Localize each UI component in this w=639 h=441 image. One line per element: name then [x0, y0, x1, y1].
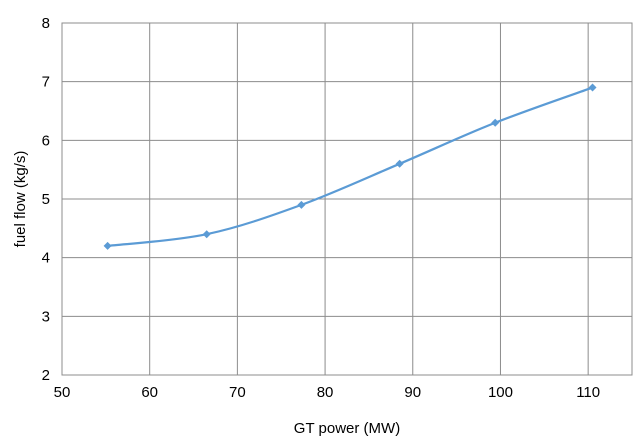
x-axis-title: GT power (MW)	[294, 420, 400, 437]
x-tick-label: 90	[404, 384, 421, 401]
y-tick-label: 5	[42, 191, 50, 208]
x-tick-label: 70	[229, 384, 246, 401]
x-tick-label: 80	[317, 384, 334, 401]
data-point	[297, 200, 306, 209]
data-point	[103, 241, 112, 250]
series	[103, 83, 597, 250]
y-tick-label: 4	[42, 250, 50, 267]
y-tick-label: 2	[42, 367, 50, 384]
x-tick-label: 100	[488, 384, 513, 401]
series-line	[107, 86, 593, 248]
grid	[61, 22, 632, 376]
y-tick-label: 6	[42, 132, 50, 149]
data-point	[588, 83, 597, 92]
y-tick-label: 8	[42, 15, 50, 32]
y-tick-label: 3	[42, 308, 50, 325]
x-tick-label: 110	[576, 384, 600, 401]
data-point	[395, 159, 404, 168]
tick-labels: 50 60 70 80 90 100 110 2 3 4 5 6 7 8	[42, 15, 600, 401]
y-axis-title: fuel flow (kg/s)	[12, 151, 29, 248]
x-tick-label: 60	[141, 384, 158, 401]
data-point	[491, 118, 500, 127]
data-point	[202, 230, 211, 239]
x-tick-label: 50	[54, 384, 71, 401]
plot-area	[61, 22, 633, 376]
y-tick-label: 7	[42, 74, 50, 91]
